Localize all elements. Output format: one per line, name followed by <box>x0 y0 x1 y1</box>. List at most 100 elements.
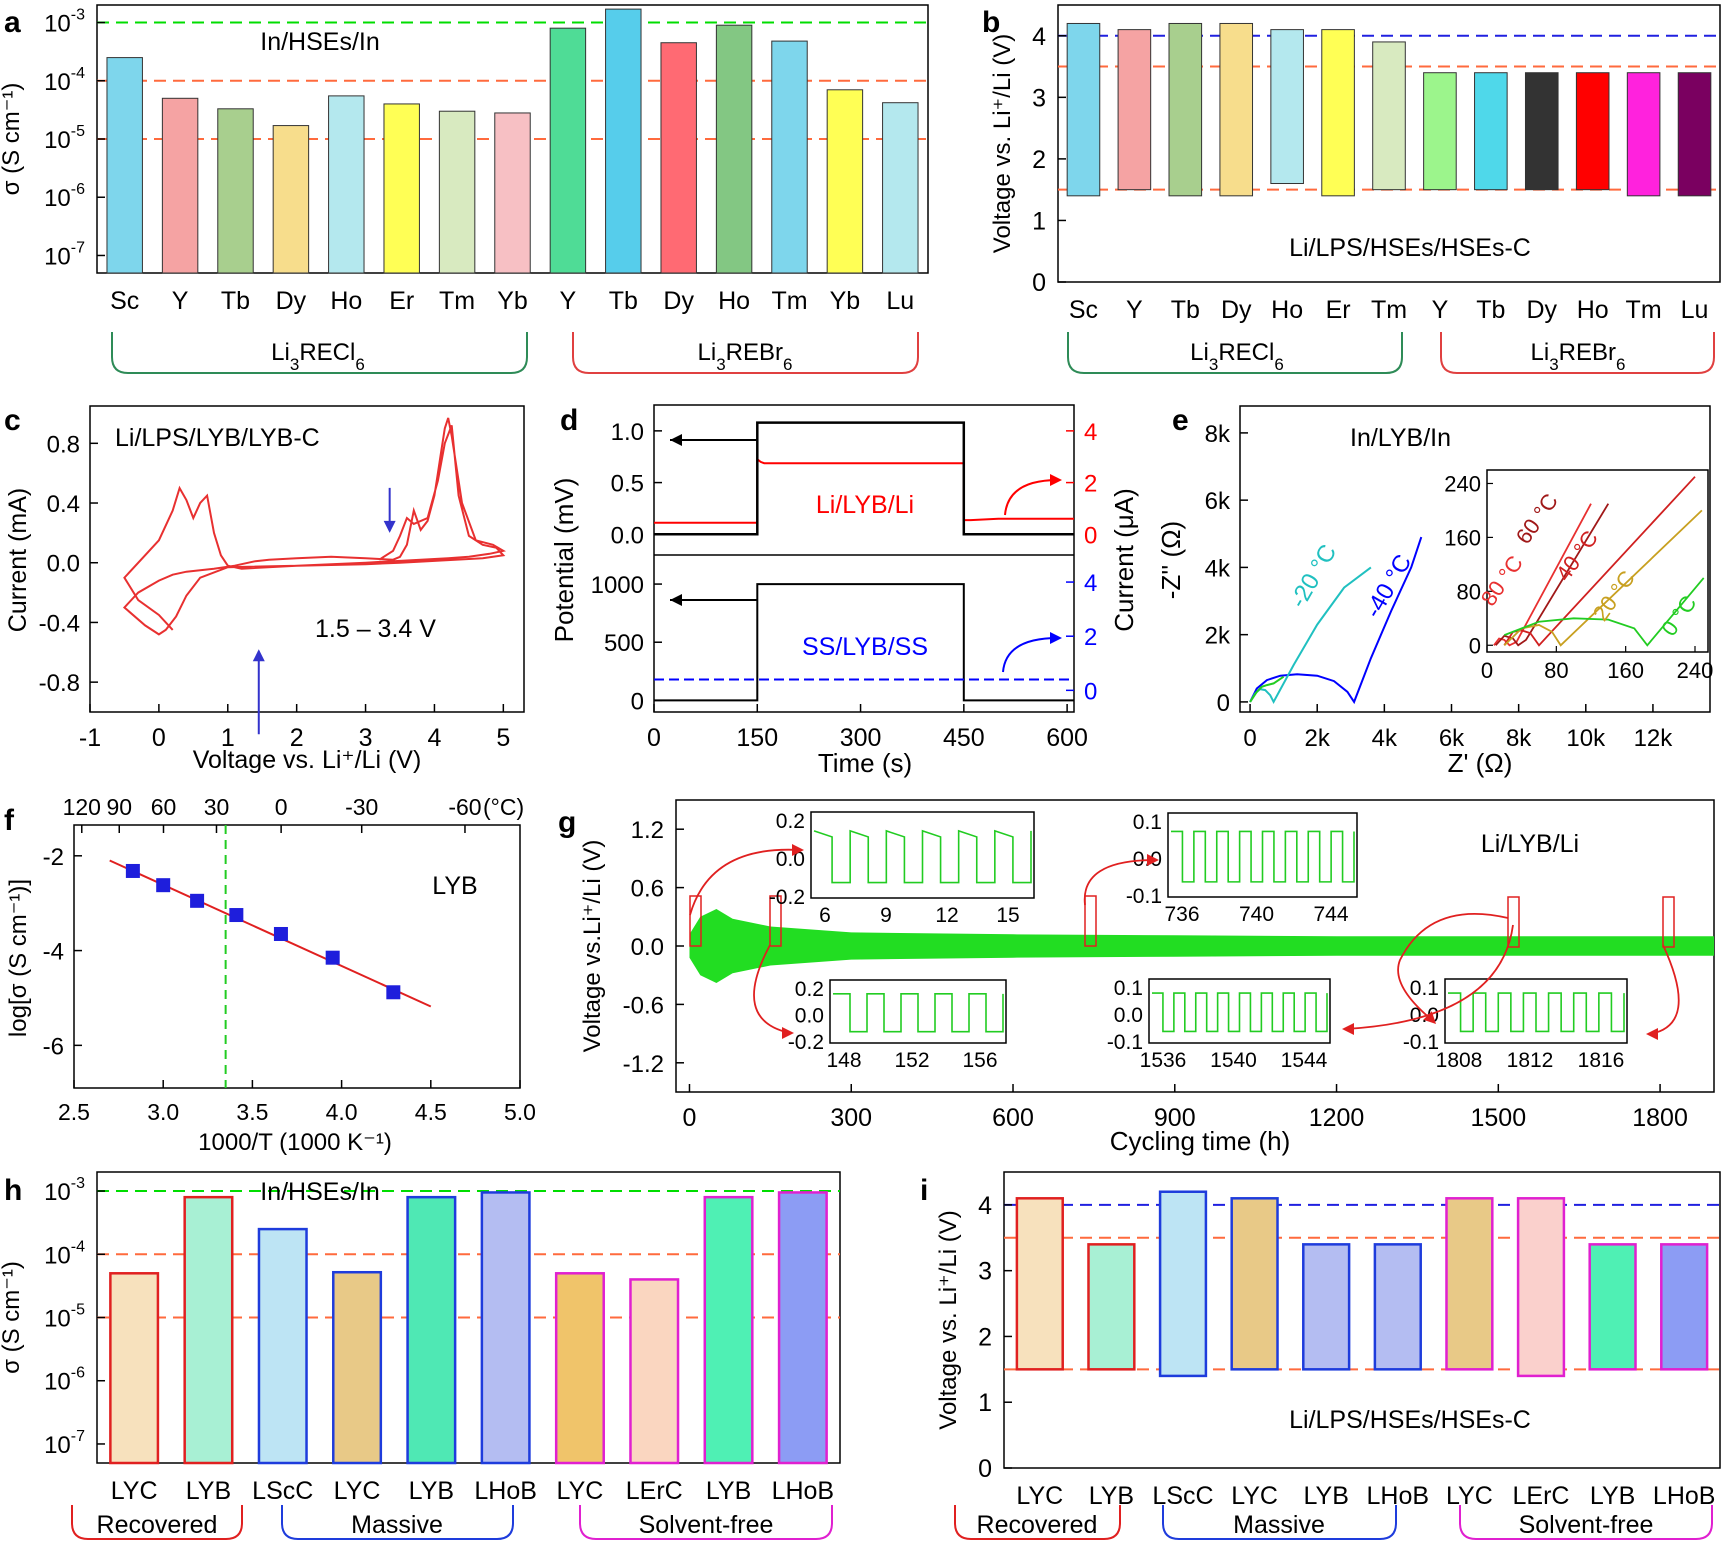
annotation: In/HSEs/In <box>260 28 380 56</box>
group-label: Recovered <box>97 1511 218 1539</box>
inset-y-tick-label: 0.1 <box>1133 811 1162 834</box>
inset-x-tick-label: 156 <box>962 1049 997 1072</box>
bar <box>554 1272 605 1465</box>
bar <box>109 1272 160 1465</box>
bar <box>406 1195 457 1465</box>
x-tick-label: -1 <box>79 724 101 752</box>
data-point <box>125 863 140 878</box>
x-tick-label: 1200 <box>1309 1104 1365 1132</box>
bar <box>1015 1197 1064 1371</box>
x-tick-label: Y <box>1432 296 1449 324</box>
bar <box>1066 22 1101 197</box>
inset-y-tick-label: 160 <box>1444 525 1481 550</box>
x-tick-label: LYC <box>557 1477 604 1505</box>
x-tick-label: Ho <box>330 287 362 315</box>
x-tick-label: 300 <box>840 724 882 752</box>
bar <box>777 1191 828 1465</box>
inset-x-tick-label: 15 <box>996 904 1019 927</box>
arrow-head <box>1423 1011 1436 1024</box>
y-tick-label: 0.5 <box>611 471 644 498</box>
y-tick-label-right: 0 <box>1084 522 1097 549</box>
bar <box>1219 22 1254 197</box>
x-tick-label: LYB <box>1590 1482 1635 1510</box>
inset-y-tick-label: 0.0 <box>776 848 805 871</box>
inset-y-tick-label: 240 <box>1444 471 1481 496</box>
bar <box>328 95 365 274</box>
group-bracket <box>572 332 919 374</box>
bar <box>1660 1243 1709 1371</box>
inset-y-tick-label: 0.2 <box>776 810 805 833</box>
annotation: Li/LPS/HSEs/HSEs-C <box>1289 1406 1531 1434</box>
y-tick-label: 1.2 <box>631 817 664 844</box>
data-point <box>386 985 401 1000</box>
bar <box>106 57 143 274</box>
y-tick-label: 0 <box>631 688 644 715</box>
inset-trace <box>813 829 1032 884</box>
cv-curve <box>122 417 507 636</box>
inset-trace <box>1171 830 1355 883</box>
y-tick-label-right: 2 <box>1084 624 1097 651</box>
inset-x-tick-label: 744 <box>1313 903 1348 926</box>
x-tick-label: 5.0 <box>504 1099 536 1125</box>
inset-x-tick-label: 1540 <box>1210 1049 1257 1072</box>
y-tick-label: -6 <box>43 1033 64 1060</box>
x-tick-label: LYC <box>1446 1482 1493 1510</box>
panel-letter-g: g <box>558 806 576 839</box>
inset-y-tick-label: 0.1 <box>1410 977 1439 1000</box>
x-tick-label: Dy <box>663 287 694 315</box>
bar <box>882 102 919 274</box>
y-tick-label: 3 <box>1032 84 1046 112</box>
bar <box>1302 1243 1351 1371</box>
annotation: Li/LPS/HSEs/HSEs-C <box>1289 234 1531 262</box>
y-tick-label: 10-3 <box>44 1175 85 1206</box>
y-tick-label: 0.0 <box>611 522 644 549</box>
y-tick-label: 0 <box>1217 690 1230 717</box>
y-axis-label: -Z'' (Ω) <box>1156 521 1186 599</box>
x-axis-label: Time (s) <box>818 748 912 778</box>
x-tick-label: LScC <box>1152 1482 1213 1510</box>
x-tick-label: 0 <box>683 1104 697 1132</box>
x-tick-label: 5 <box>496 724 510 752</box>
annotation: Li/LYB/Li <box>1481 830 1579 858</box>
x-tick-label: 4.0 <box>326 1099 358 1125</box>
arrow <box>1649 944 1680 1035</box>
arrow-head <box>1147 854 1159 866</box>
x-tick-label: Sc <box>110 287 139 315</box>
inset-frame <box>1486 469 1709 653</box>
y-tick-label: -0.8 <box>39 670 80 697</box>
annotation: Li/LPS/LYB/LYB-C <box>115 424 320 452</box>
bar <box>1588 1243 1637 1371</box>
x-tick-label: 900 <box>1154 1104 1196 1132</box>
arrow-head <box>1342 1023 1354 1035</box>
bar <box>826 89 864 274</box>
curve-label: -40 °C <box>1360 550 1418 623</box>
y-axis-label: log[σ (S cm⁻¹)] <box>5 879 32 1037</box>
bar <box>1516 1197 1566 1378</box>
inset-x-tick-label: 1536 <box>1140 1049 1187 1072</box>
x-tick-label: LHoB <box>1367 1482 1430 1510</box>
arrow <box>1083 859 1156 906</box>
group-label: Massive <box>351 1511 443 1539</box>
y-axis-label-right: Current (μA) <box>1109 488 1139 632</box>
bar <box>1677 72 1712 197</box>
data-point <box>190 893 205 908</box>
arrow-head <box>383 520 396 533</box>
x-tick-label: 1500 <box>1470 1104 1526 1132</box>
inset-curve <box>1503 476 1696 647</box>
x-tick-label: 2 <box>290 724 304 752</box>
y-tick-label: 4k <box>1205 555 1231 582</box>
y-tick-label: 0.0 <box>631 934 664 961</box>
x-tick-label: 300 <box>830 1104 872 1132</box>
top-tick-label: -30 <box>345 794 378 820</box>
y-tick-label-right: 4 <box>1084 570 1097 597</box>
arrow <box>1397 912 1509 1021</box>
top-tick-label: 90 <box>106 794 132 820</box>
annotation: LYB <box>432 872 477 900</box>
highlight-marker <box>689 895 702 947</box>
inset-x-tick-label: 1544 <box>1281 1049 1328 1072</box>
y-tick-label: 1.0 <box>611 419 644 446</box>
highlight-marker <box>1662 896 1675 948</box>
bar <box>494 112 531 274</box>
x-tick-label: 1800 <box>1632 1104 1688 1132</box>
